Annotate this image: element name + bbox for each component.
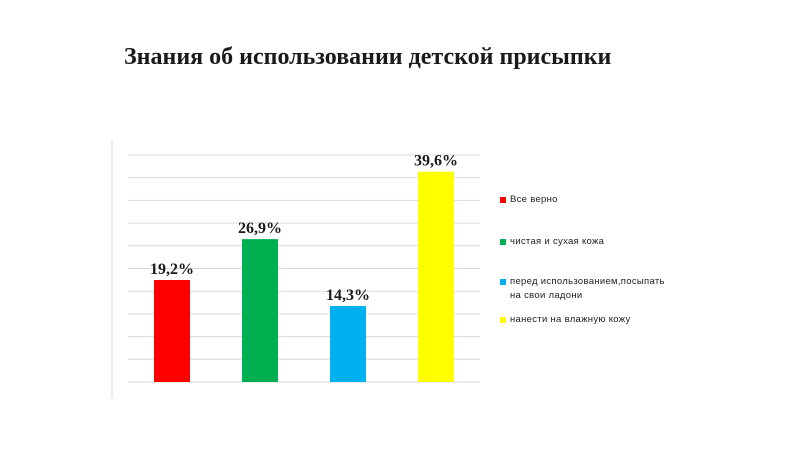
legend-swatch <box>500 317 506 323</box>
data-label-1: 19,2% <box>150 261 194 278</box>
legend-swatch <box>500 279 506 285</box>
legend-label: нанести на влажную кожу <box>510 314 631 325</box>
bar-3 <box>330 306 366 382</box>
legend-swatch <box>500 197 506 203</box>
legend-item-1: Все верно <box>500 193 700 207</box>
bar-4 <box>418 171 454 382</box>
legend-swatch <box>500 239 506 245</box>
legend-item-2: чистая и сухая кожа <box>500 235 700 249</box>
chart-title: Знания об использовании детской присыпки <box>124 44 612 70</box>
data-label-2: 26,9% <box>238 220 282 237</box>
legend-label: чистая и сухая кожа <box>510 236 605 247</box>
data-label-4: 39,6% <box>414 153 458 170</box>
bar-1 <box>154 280 190 382</box>
bar-2 <box>242 239 278 382</box>
legend-label: перед использованием,посыпать на свои ла… <box>510 276 665 301</box>
data-label-3: 14,3% <box>326 287 370 304</box>
legend-label: Все верно <box>510 194 558 205</box>
legend-item-3: перед использованием,посыпать на свои ла… <box>500 275 700 303</box>
legend-item-4: нанести на влажную кожу <box>500 313 700 327</box>
